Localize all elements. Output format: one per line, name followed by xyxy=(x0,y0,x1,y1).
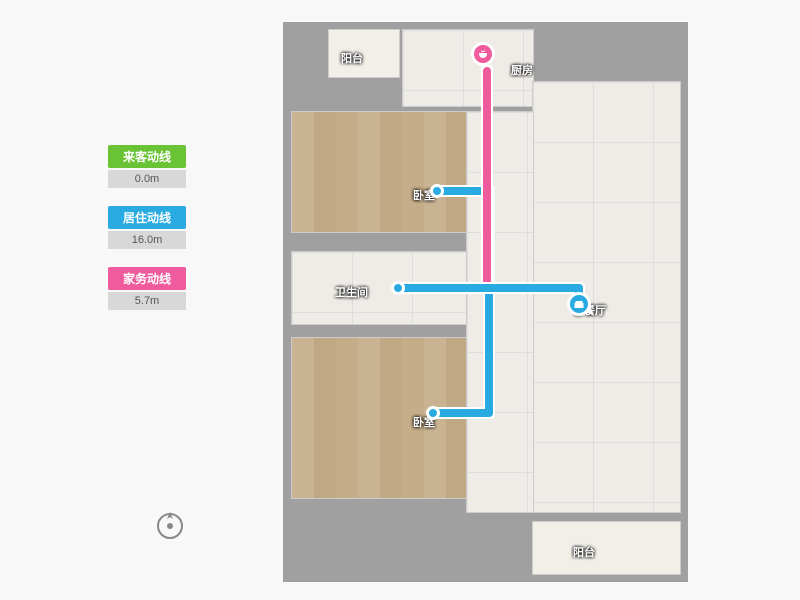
room-label-balcony-bottom: 阳台 xyxy=(573,544,595,560)
node-living-icon xyxy=(567,292,591,316)
legend-value-visitor: 0.0m xyxy=(108,170,186,188)
legend-item-visitor: 来客动线 0.0m xyxy=(108,145,186,188)
legend-value-chore: 5.7m xyxy=(108,292,186,310)
legend-item-chore: 家务动线 5.7m xyxy=(108,267,186,310)
legend-value-living: 16.0m xyxy=(108,231,186,249)
floor-plan: 阳台厨房卧室卫生间卧室客餐厅阳台 xyxy=(283,22,688,582)
legend-item-living: 居住动线 16.0m xyxy=(108,206,186,249)
path-endpoint-living-1 xyxy=(426,406,440,420)
legend-label-living: 居住动线 xyxy=(108,206,186,229)
path-chore-0 xyxy=(483,67,491,292)
node-kitchen-icon xyxy=(471,42,495,66)
legend-label-chore: 家务动线 xyxy=(108,267,186,290)
path-living-5 xyxy=(433,409,493,417)
room-balcony-top xyxy=(329,30,399,77)
room-bedroom-1 xyxy=(292,112,467,232)
path-living-4 xyxy=(485,284,493,417)
room-balcony-bottom xyxy=(533,522,680,574)
path-endpoint-living-2 xyxy=(391,281,405,295)
room-living-dining xyxy=(533,82,680,512)
compass-icon xyxy=(154,510,186,547)
room-corridor xyxy=(467,112,533,512)
room-label-balcony-top: 阳台 xyxy=(341,50,363,66)
legend-label-visitor: 来客动线 xyxy=(108,145,186,168)
path-endpoint-living-0 xyxy=(430,184,444,198)
room-label-kitchen: 厨房 xyxy=(511,62,533,78)
legend: 来客动线 0.0m 居住动线 16.0m 家务动线 5.7m xyxy=(108,145,186,328)
room-label-bathroom: 卫生间 xyxy=(335,284,368,300)
path-living-top-0 xyxy=(398,284,583,292)
